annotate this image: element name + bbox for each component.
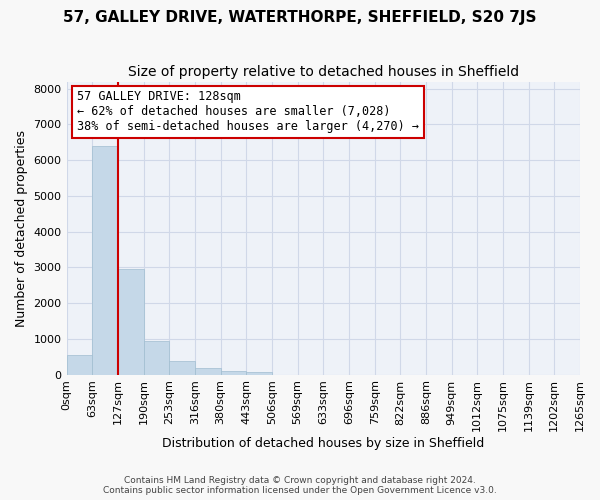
Title: Size of property relative to detached houses in Sheffield: Size of property relative to detached ho… [128,65,519,79]
Bar [118,269,143,374]
Bar [67,354,92,374]
X-axis label: Distribution of detached houses by size in Sheffield: Distribution of detached houses by size … [162,437,484,450]
Bar [92,146,118,374]
Bar [169,362,195,374]
Text: 57, GALLEY DRIVE, WATERTHORPE, SHEFFIELD, S20 7JS: 57, GALLEY DRIVE, WATERTHORPE, SHEFFIELD… [63,10,537,25]
Bar [246,372,272,374]
Bar [195,368,221,374]
Y-axis label: Number of detached properties: Number of detached properties [15,130,28,326]
Text: Contains HM Land Registry data © Crown copyright and database right 2024.
Contai: Contains HM Land Registry data © Crown c… [103,476,497,495]
Text: 57 GALLEY DRIVE: 128sqm
← 62% of detached houses are smaller (7,028)
38% of semi: 57 GALLEY DRIVE: 128sqm ← 62% of detache… [77,90,419,134]
Bar [143,340,169,374]
Bar [221,371,246,374]
